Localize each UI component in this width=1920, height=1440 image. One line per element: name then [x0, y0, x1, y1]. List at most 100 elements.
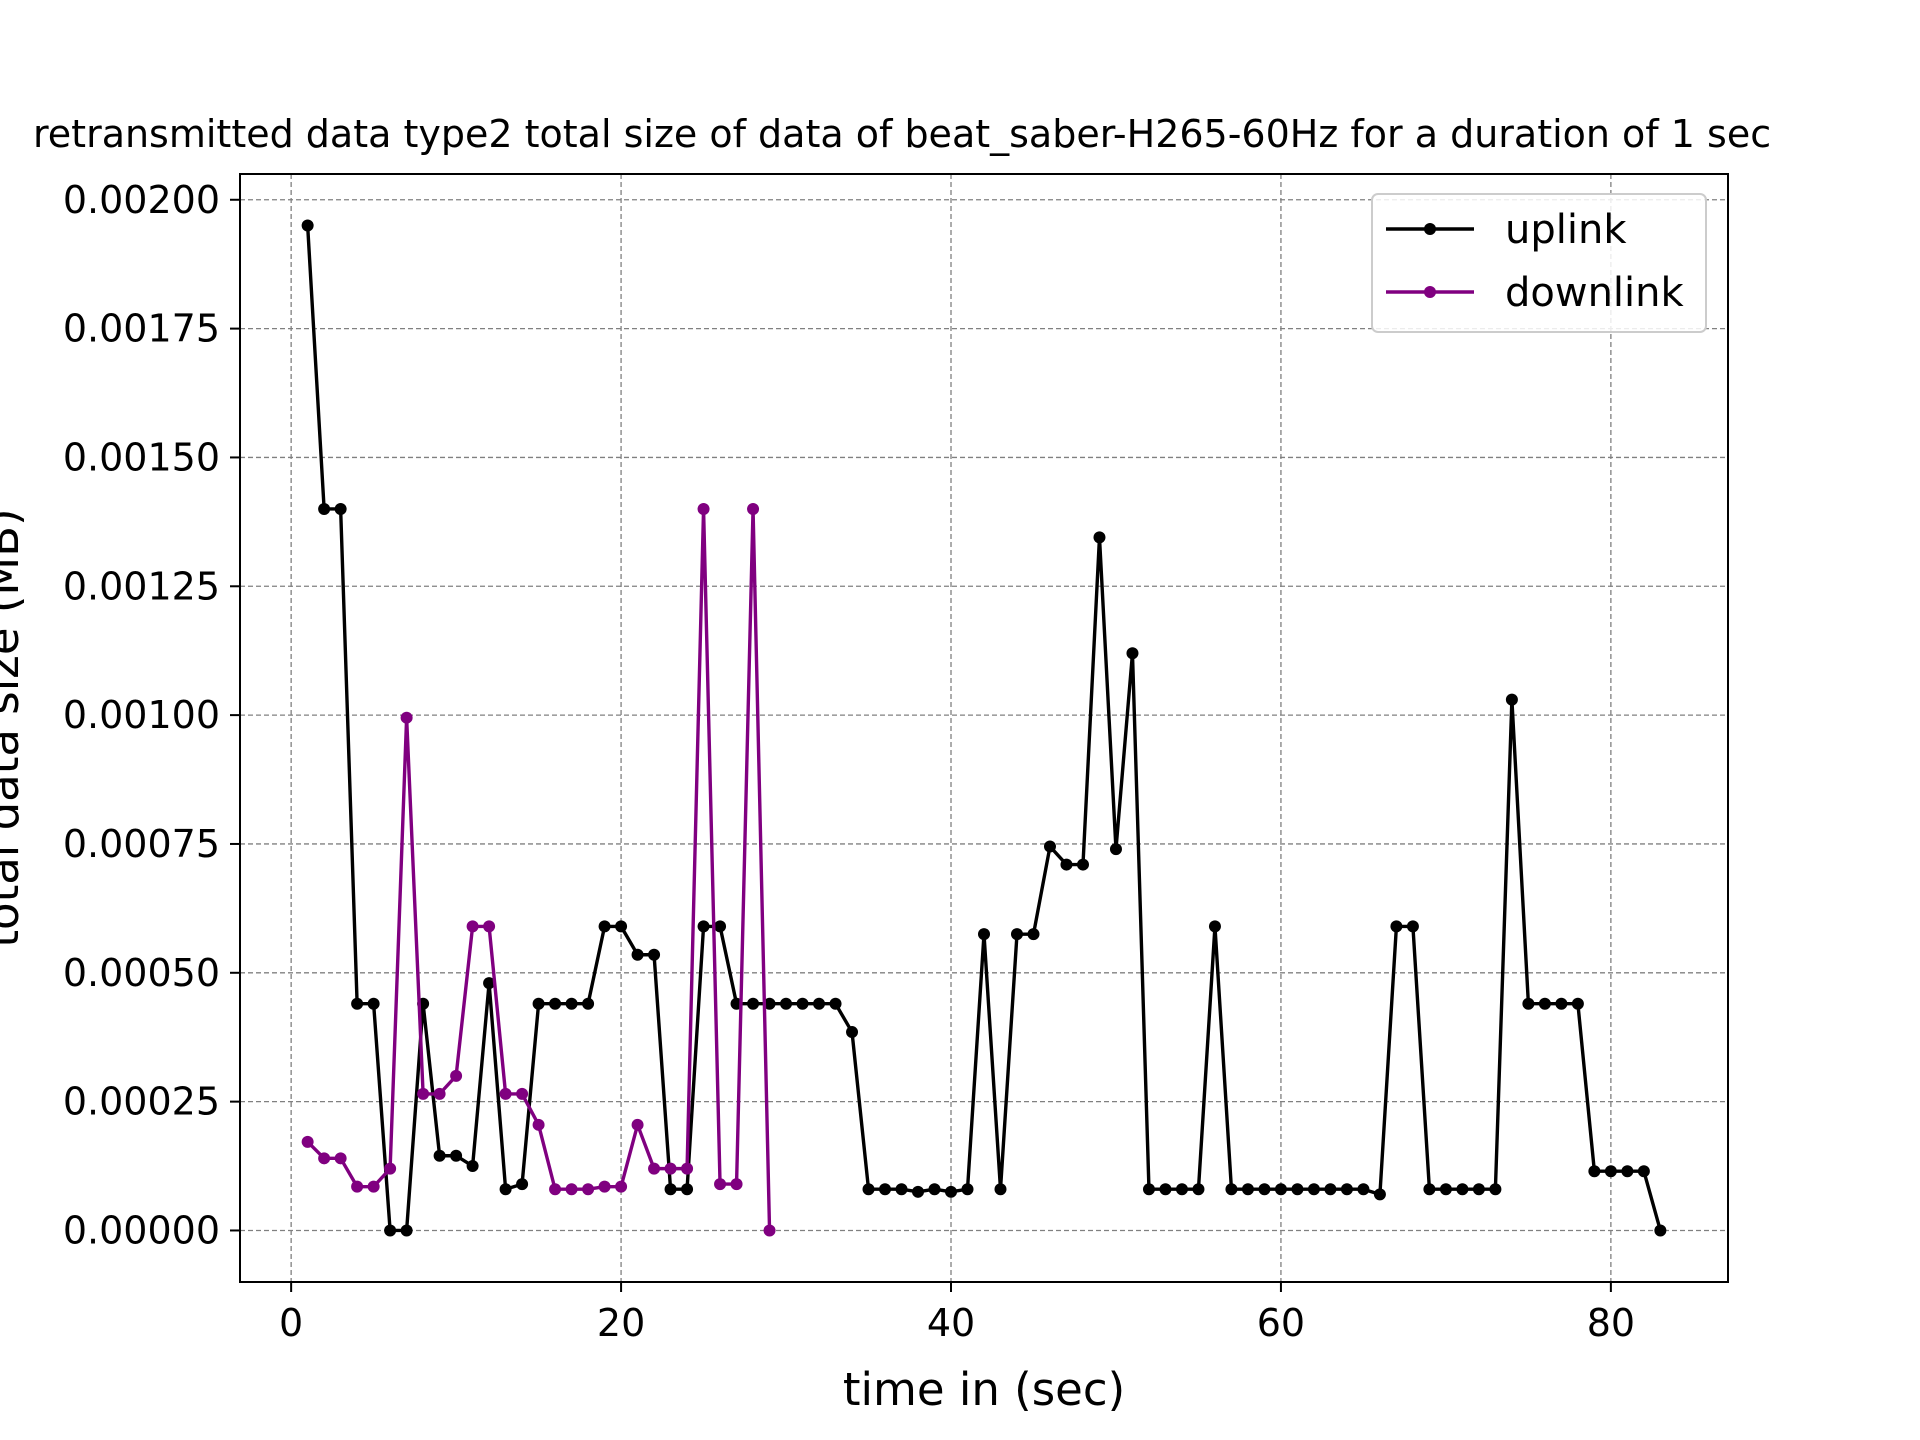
uplink-point: [1307, 1183, 1320, 1196]
uplink-point: [1093, 531, 1106, 544]
uplink-point: [1274, 1183, 1287, 1196]
grid: [240, 174, 1728, 1282]
uplink-line: [305, 225, 1663, 1233]
uplink-point: [1571, 997, 1584, 1010]
uplink-point: [450, 1149, 463, 1162]
legend-item-uplink: uplink: [1386, 207, 1627, 253]
downlink-point: [318, 1152, 331, 1165]
downlink-point: [351, 1180, 364, 1193]
downlink-point: [499, 1087, 512, 1100]
uplink-point: [1076, 858, 1089, 871]
downlink-point: [681, 1162, 694, 1175]
uplink-point: [384, 1224, 397, 1237]
uplink-point: [780, 997, 793, 1010]
uplink-point: [895, 1183, 908, 1196]
y-tick-label: 0.00175: [63, 307, 220, 351]
downlink-point: [664, 1162, 677, 1175]
uplink-point: [714, 920, 727, 933]
uplink-point: [1324, 1183, 1337, 1196]
uplink-point: [697, 920, 710, 933]
uplink-point: [747, 997, 760, 1010]
x-tick-label: 20: [597, 1301, 645, 1345]
uplink-point: [879, 1183, 892, 1196]
uplink-point: [763, 997, 776, 1010]
uplink-point: [681, 1183, 694, 1196]
axis-ticks: 0 20 40 60 80 0.00000 0.00025 0.00050 0.00075 0.0…: [63, 178, 1635, 1345]
uplink-point: [994, 1183, 1007, 1196]
uplink-point: [1489, 1183, 1502, 1196]
uplink-point: [1142, 1183, 1155, 1196]
y-tick-label: 0.00100: [63, 693, 220, 737]
uplink-point: [928, 1183, 941, 1196]
uplink-point: [1126, 647, 1139, 660]
series-uplink: [301, 219, 1667, 1237]
uplink-point: [582, 997, 595, 1010]
y-tick-label: 0.00025: [63, 1080, 220, 1124]
downlink-point: [747, 502, 760, 515]
uplink-point: [648, 948, 661, 961]
uplink-point: [1439, 1183, 1452, 1196]
uplink-point: [664, 1183, 677, 1196]
downlink-point: [763, 1224, 776, 1237]
series-layer: [301, 219, 1667, 1237]
uplink-point: [1654, 1224, 1667, 1237]
x-tick-label: 80: [1587, 1301, 1635, 1345]
uplink-point: [829, 997, 842, 1010]
uplink-point: [532, 997, 545, 1010]
chart-title: retransmitted data type2 total size of d…: [33, 112, 1771, 156]
uplink-point: [1291, 1183, 1304, 1196]
downlink-point: [697, 502, 710, 515]
x-tick-label: 0: [279, 1301, 303, 1345]
downlink-point: [384, 1162, 397, 1175]
y-tick-label: 0.00200: [63, 178, 220, 222]
downlink-point: [565, 1183, 578, 1196]
uplink-point: [1538, 997, 1551, 1010]
uplink-point: [1192, 1183, 1205, 1196]
uplink-point: [1456, 1183, 1469, 1196]
downlink-point: [714, 1178, 727, 1191]
uplink-point: [1588, 1165, 1601, 1178]
uplink-point: [1604, 1165, 1617, 1178]
uplink-point: [565, 997, 578, 1010]
uplink-point: [1472, 1183, 1485, 1196]
uplink-point: [615, 920, 628, 933]
downlink-point: [466, 920, 479, 933]
legend-label: downlink: [1505, 270, 1685, 316]
uplink-point: [598, 920, 611, 933]
downlink-point: [450, 1069, 463, 1082]
uplink-point: [631, 948, 644, 961]
legend-label: uplink: [1505, 207, 1627, 253]
uplink-point: [433, 1149, 446, 1162]
legend-marker: [1424, 286, 1436, 298]
uplink-point: [1241, 1183, 1254, 1196]
uplink-point: [483, 977, 496, 990]
uplink-point: [400, 1224, 413, 1237]
downlink-point: [615, 1180, 628, 1193]
uplink-point: [1060, 858, 1073, 871]
uplink-point: [1423, 1183, 1436, 1196]
uplink-point: [367, 997, 380, 1010]
legend-marker: [1424, 223, 1436, 235]
uplink-point: [912, 1185, 925, 1198]
uplink-point: [466, 1160, 479, 1173]
legend: uplink downlink: [1371, 193, 1707, 333]
downlink-point: [301, 1135, 314, 1148]
uplink-point: [862, 1183, 875, 1196]
uplink-point: [516, 1178, 529, 1191]
uplink-point: [1027, 928, 1040, 941]
downlink-point: [648, 1162, 661, 1175]
downlink-point: [631, 1118, 644, 1131]
y-tick-label: 0.00000: [63, 1208, 220, 1252]
uplink-point: [1505, 693, 1518, 706]
uplink-point: [1522, 997, 1535, 1010]
uplink-point: [1208, 920, 1221, 933]
uplink-point: [1637, 1165, 1650, 1178]
uplink-point: [978, 928, 990, 941]
downlink-point: [549, 1183, 562, 1196]
uplink-point: [1406, 920, 1419, 933]
downlink-point: [367, 1180, 380, 1193]
uplink-point: [1175, 1183, 1188, 1196]
downlink-point: [417, 1087, 430, 1100]
uplink-point: [549, 997, 562, 1010]
